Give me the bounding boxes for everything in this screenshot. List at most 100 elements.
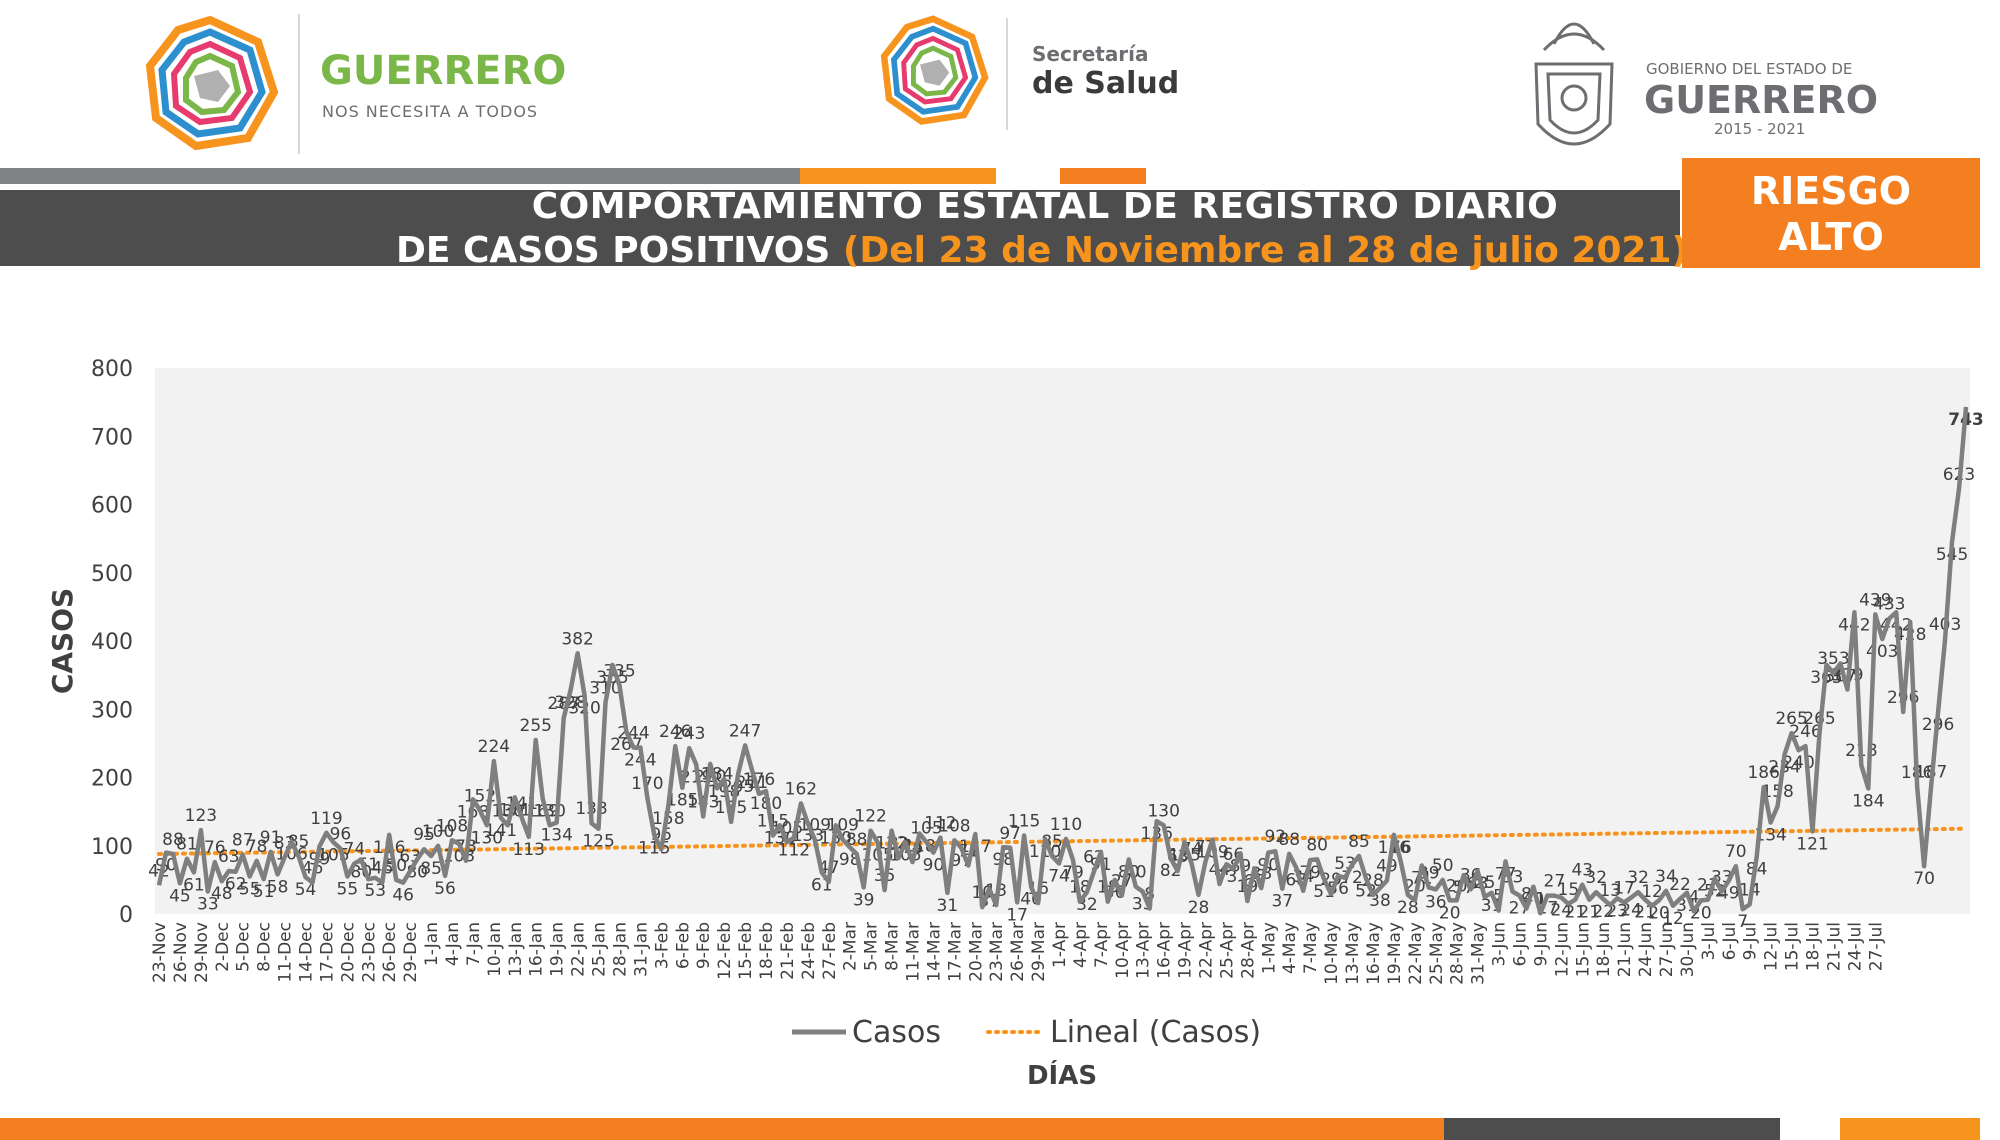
x-tick-label: 10-Apr <box>1113 922 1133 979</box>
x-tick-label: 30-Jun <box>1678 922 1698 977</box>
x-tick-label: 25-May <box>1427 922 1447 985</box>
x-tick-label: 23-Dec <box>359 922 379 983</box>
logo2-separator <box>1006 18 1008 130</box>
data-label: 108 <box>938 816 970 836</box>
data-label: 97 <box>999 824 1021 844</box>
x-tick-label: 29-Mar <box>1029 922 1049 982</box>
x-tick-label: 3-Feb <box>652 922 672 969</box>
data-label: 121 <box>1796 834 1828 854</box>
x-tick-label: 22-Apr <box>1197 922 1217 979</box>
data-label: 113 <box>513 840 545 860</box>
series-line-casos <box>156 406 1969 916</box>
x-tick-label: 20-Dec <box>338 922 358 983</box>
x-tick-label: 24-Jul <box>1845 922 1865 971</box>
data-label: 50 <box>1432 856 1454 876</box>
logo3-line2: GUERRERO <box>1644 78 1879 122</box>
x-tick-label: 16-Jan <box>527 922 547 977</box>
x-tick-label: 23-Mar <box>987 922 1007 982</box>
data-label: 43 <box>1571 861 1593 881</box>
x-tick-label: 11-Mar <box>904 922 924 982</box>
data-label: 87 <box>232 831 254 851</box>
logo1-separator <box>298 14 300 154</box>
x-tick-label: 19-Jan <box>548 922 568 977</box>
data-label: 36 <box>1425 892 1447 912</box>
data-label: 162 <box>785 779 817 799</box>
data-label: 134 <box>1754 826 1786 846</box>
x-tick-label: 19-May <box>1385 922 1405 985</box>
x-tick-label: 9-Jul <box>1741 922 1761 960</box>
x-tick-label: 10-Jan <box>485 922 505 977</box>
data-label: 88 <box>1278 830 1300 850</box>
bottom-stripe-grey <box>1444 1118 1780 1140</box>
x-tick-label: 29-Dec <box>401 922 421 983</box>
data-label: 12 <box>1641 882 1663 902</box>
data-label: 28 <box>1188 898 1210 918</box>
x-tick-label: 20-Mar <box>966 922 986 982</box>
x-tick-label: 26-Nov <box>171 922 191 983</box>
data-label: 21 <box>1564 903 1586 923</box>
data-label: 185 <box>666 791 698 811</box>
y-tick-label: 400 <box>91 630 133 655</box>
data-label: 246 <box>1789 722 1821 742</box>
x-tick-label: 31-May <box>1469 922 1489 985</box>
data-label: 32 <box>1627 868 1649 888</box>
chart-title-line1: COMPORTAMIENTO ESTATAL DE REGISTRO DIARI… <box>531 186 1559 227</box>
y-tick-label: 200 <box>91 767 133 792</box>
chart-title-line2: DE CASOS POSITIVOS (Del 23 de Noviembre … <box>396 230 1688 271</box>
guerrero-emblem-icon <box>145 15 279 151</box>
x-tick-label: 15-Jun <box>1573 922 1593 977</box>
x-axis-title: DÍAS <box>1027 1059 1097 1091</box>
chart-title-main: DE CASOS POSITIVOS <box>396 230 831 271</box>
data-label: 130 <box>1147 801 1179 821</box>
x-tick-label: 1-Apr <box>1050 922 1070 968</box>
data-label: 34 <box>1655 867 1677 887</box>
data-label: 122 <box>854 807 886 827</box>
data-label: 7 <box>1737 912 1748 932</box>
data-label: 22 <box>1592 902 1614 922</box>
data-label: 32 <box>1585 868 1607 888</box>
y-tick-label: 700 <box>91 425 133 450</box>
data-label: 439 <box>1859 590 1891 610</box>
data-label: 244 <box>617 723 649 743</box>
data-label: 12 <box>1662 909 1684 929</box>
data-label: 287 <box>547 694 579 714</box>
x-tick-label: 22-Jan <box>569 922 589 977</box>
data-label: 39 <box>853 890 875 910</box>
top-stripe-grey <box>0 168 800 184</box>
y-tick-label: 500 <box>91 562 133 587</box>
data-label: 78 <box>246 837 268 857</box>
title-banner <box>0 190 1680 266</box>
x-tick-label: 17-Dec <box>317 922 337 983</box>
data-label: 54 <box>295 880 317 900</box>
guerrero-logo: GUERRERO NOS NECESITA A TODOS <box>140 14 566 154</box>
data-label: 141 <box>485 821 517 841</box>
logo1-tagline: NOS NECESITA A TODOS <box>322 102 539 121</box>
x-tick-label: 28-Jan <box>611 922 631 977</box>
data-label: 4 <box>1688 887 1699 907</box>
data-label: 31 <box>937 896 959 916</box>
x-tick-label: 1-May <box>1259 922 1279 974</box>
data-label: 81 <box>176 835 198 855</box>
x-tick-label: 4-Jan <box>443 922 463 966</box>
data-label: 186 <box>1747 763 1779 783</box>
data-label: 123 <box>185 806 217 826</box>
data-label: 119 <box>310 809 342 829</box>
logo3-line3: 2015 - 2021 <box>1714 120 1806 138</box>
data-label: 21 <box>1578 903 1600 923</box>
data-label: 48 <box>211 884 233 904</box>
y-axis-title: CASOS <box>46 588 79 694</box>
chart-title-date-range: (Del 23 de Noviembre al 28 de julio 2021… <box>842 230 1688 271</box>
x-tick-label: 9-Jun <box>1531 922 1551 966</box>
x-tick-label: 24-Jun <box>1636 922 1656 977</box>
data-label: 125 <box>582 832 614 852</box>
x-tick-label: 21-Feb <box>778 922 798 980</box>
data-label: 21 <box>1634 903 1656 923</box>
x-tick-label: 5-Mar <box>862 922 882 971</box>
legend-label-casos: Casos <box>852 1015 941 1050</box>
data-label: 92 <box>1264 827 1286 847</box>
x-tick-label: 18-Jun <box>1594 922 1614 977</box>
x-tick-label: 6-Jun <box>1511 922 1531 966</box>
x-tick-label: 13-Jan <box>506 922 526 977</box>
data-label: 108 <box>436 816 468 836</box>
x-tick-label: 11-Dec <box>276 922 296 983</box>
